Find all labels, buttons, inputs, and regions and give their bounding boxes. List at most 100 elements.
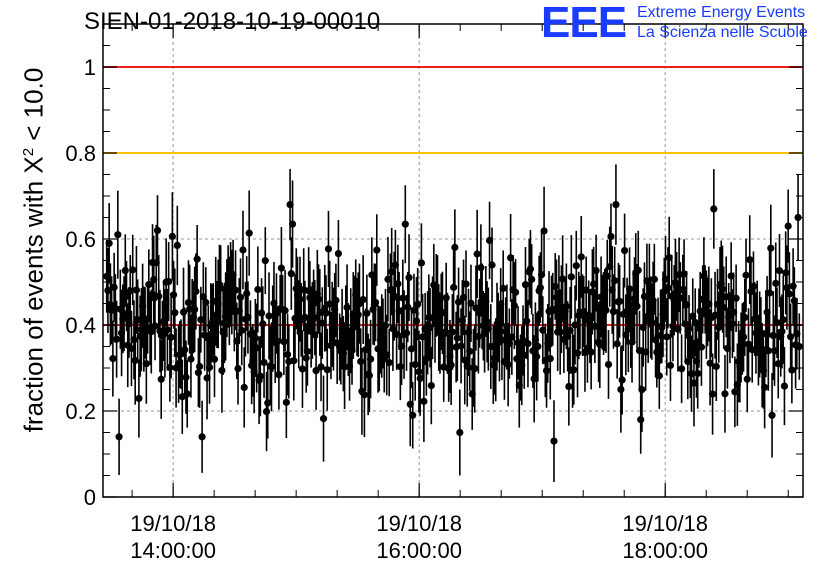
marker: [467, 299, 475, 307]
marker: [743, 375, 751, 383]
data-point: [109, 320, 117, 397]
marker: [407, 345, 416, 353]
marker: [129, 266, 137, 274]
data-point: [524, 299, 532, 388]
marker: [280, 337, 288, 346]
marker: [256, 372, 264, 380]
marker: [534, 342, 542, 351]
y-tick-label: 0.2: [65, 399, 96, 424]
data-point: [499, 250, 507, 327]
data-point: [360, 352, 369, 438]
marker: [171, 309, 179, 317]
marker: [323, 366, 331, 374]
marker: [167, 333, 175, 341]
data-point: [773, 287, 781, 359]
marker: [780, 382, 789, 390]
marker: [678, 365, 686, 373]
data-point: [613, 309, 621, 379]
marker: [267, 363, 276, 371]
data-point: [710, 169, 718, 249]
data-point: [114, 190, 122, 279]
marker: [114, 231, 122, 239]
data-point: [298, 330, 307, 408]
marker: [202, 298, 210, 307]
marker: [415, 368, 423, 376]
data-point: [767, 204, 775, 292]
marker: [694, 369, 702, 378]
marker: [121, 266, 129, 275]
data-point: [454, 267, 463, 337]
marker: [135, 394, 143, 403]
marker: [411, 360, 419, 369]
marker: [602, 306, 610, 314]
data-point: [113, 300, 121, 378]
marker: [761, 383, 769, 391]
data-point: [566, 286, 574, 374]
data-point: [153, 195, 162, 266]
marker: [556, 328, 564, 336]
marker: [265, 312, 273, 320]
marker: [283, 350, 292, 359]
data-point: [618, 345, 626, 415]
marker: [251, 334, 259, 342]
marker: [663, 333, 671, 341]
data-point: [741, 278, 749, 356]
marker: [404, 303, 412, 311]
marker: [414, 300, 422, 308]
x-tick-date: 19/10/18: [376, 511, 462, 536]
marker: [457, 342, 465, 350]
data-point: [442, 262, 450, 333]
data-point: [202, 267, 210, 338]
marker: [542, 367, 551, 375]
data-point: [405, 234, 413, 322]
data-point: [663, 298, 671, 376]
marker: [466, 347, 474, 355]
data-point: [163, 288, 172, 371]
logo-line-1: Extreme Energy Events: [637, 4, 806, 21]
marker: [570, 366, 578, 374]
data-point: [655, 342, 663, 409]
marker: [744, 340, 753, 348]
marker: [778, 327, 786, 336]
marker: [282, 398, 290, 406]
data-point: [678, 334, 686, 404]
data-point: [617, 346, 625, 433]
marker: [191, 305, 199, 313]
data-point: [526, 229, 535, 309]
data-point: [638, 347, 646, 432]
marker: [618, 376, 626, 384]
marker: [573, 349, 582, 357]
marker: [312, 367, 320, 375]
marker: [238, 326, 246, 335]
marker: [749, 282, 758, 290]
data-point: [567, 235, 575, 319]
marker: [409, 411, 417, 419]
marker: [319, 415, 328, 423]
marker: [451, 243, 459, 251]
data-point: [414, 268, 422, 341]
marker: [546, 354, 554, 363]
data-point: [637, 385, 645, 454]
logo-line-2: La Scienza nelle Scuole: [637, 24, 808, 41]
data-point: [319, 375, 328, 462]
data-point: [550, 400, 558, 482]
data-point: [238, 295, 246, 366]
marker: [628, 338, 636, 346]
data-point: [196, 325, 204, 408]
marker: [779, 316, 787, 324]
marker: [540, 227, 548, 235]
data-point: [173, 205, 181, 286]
data-point: [666, 330, 675, 401]
data-point: [260, 326, 268, 398]
marker: [666, 361, 675, 370]
marker: [324, 245, 333, 253]
data-point: [451, 209, 459, 286]
marker: [572, 262, 580, 270]
marker: [166, 363, 174, 372]
marker: [483, 318, 491, 326]
marker: [402, 329, 411, 337]
data-point: [210, 321, 219, 398]
marker: [243, 289, 251, 298]
data-point: [282, 366, 290, 439]
marker: [296, 295, 304, 303]
